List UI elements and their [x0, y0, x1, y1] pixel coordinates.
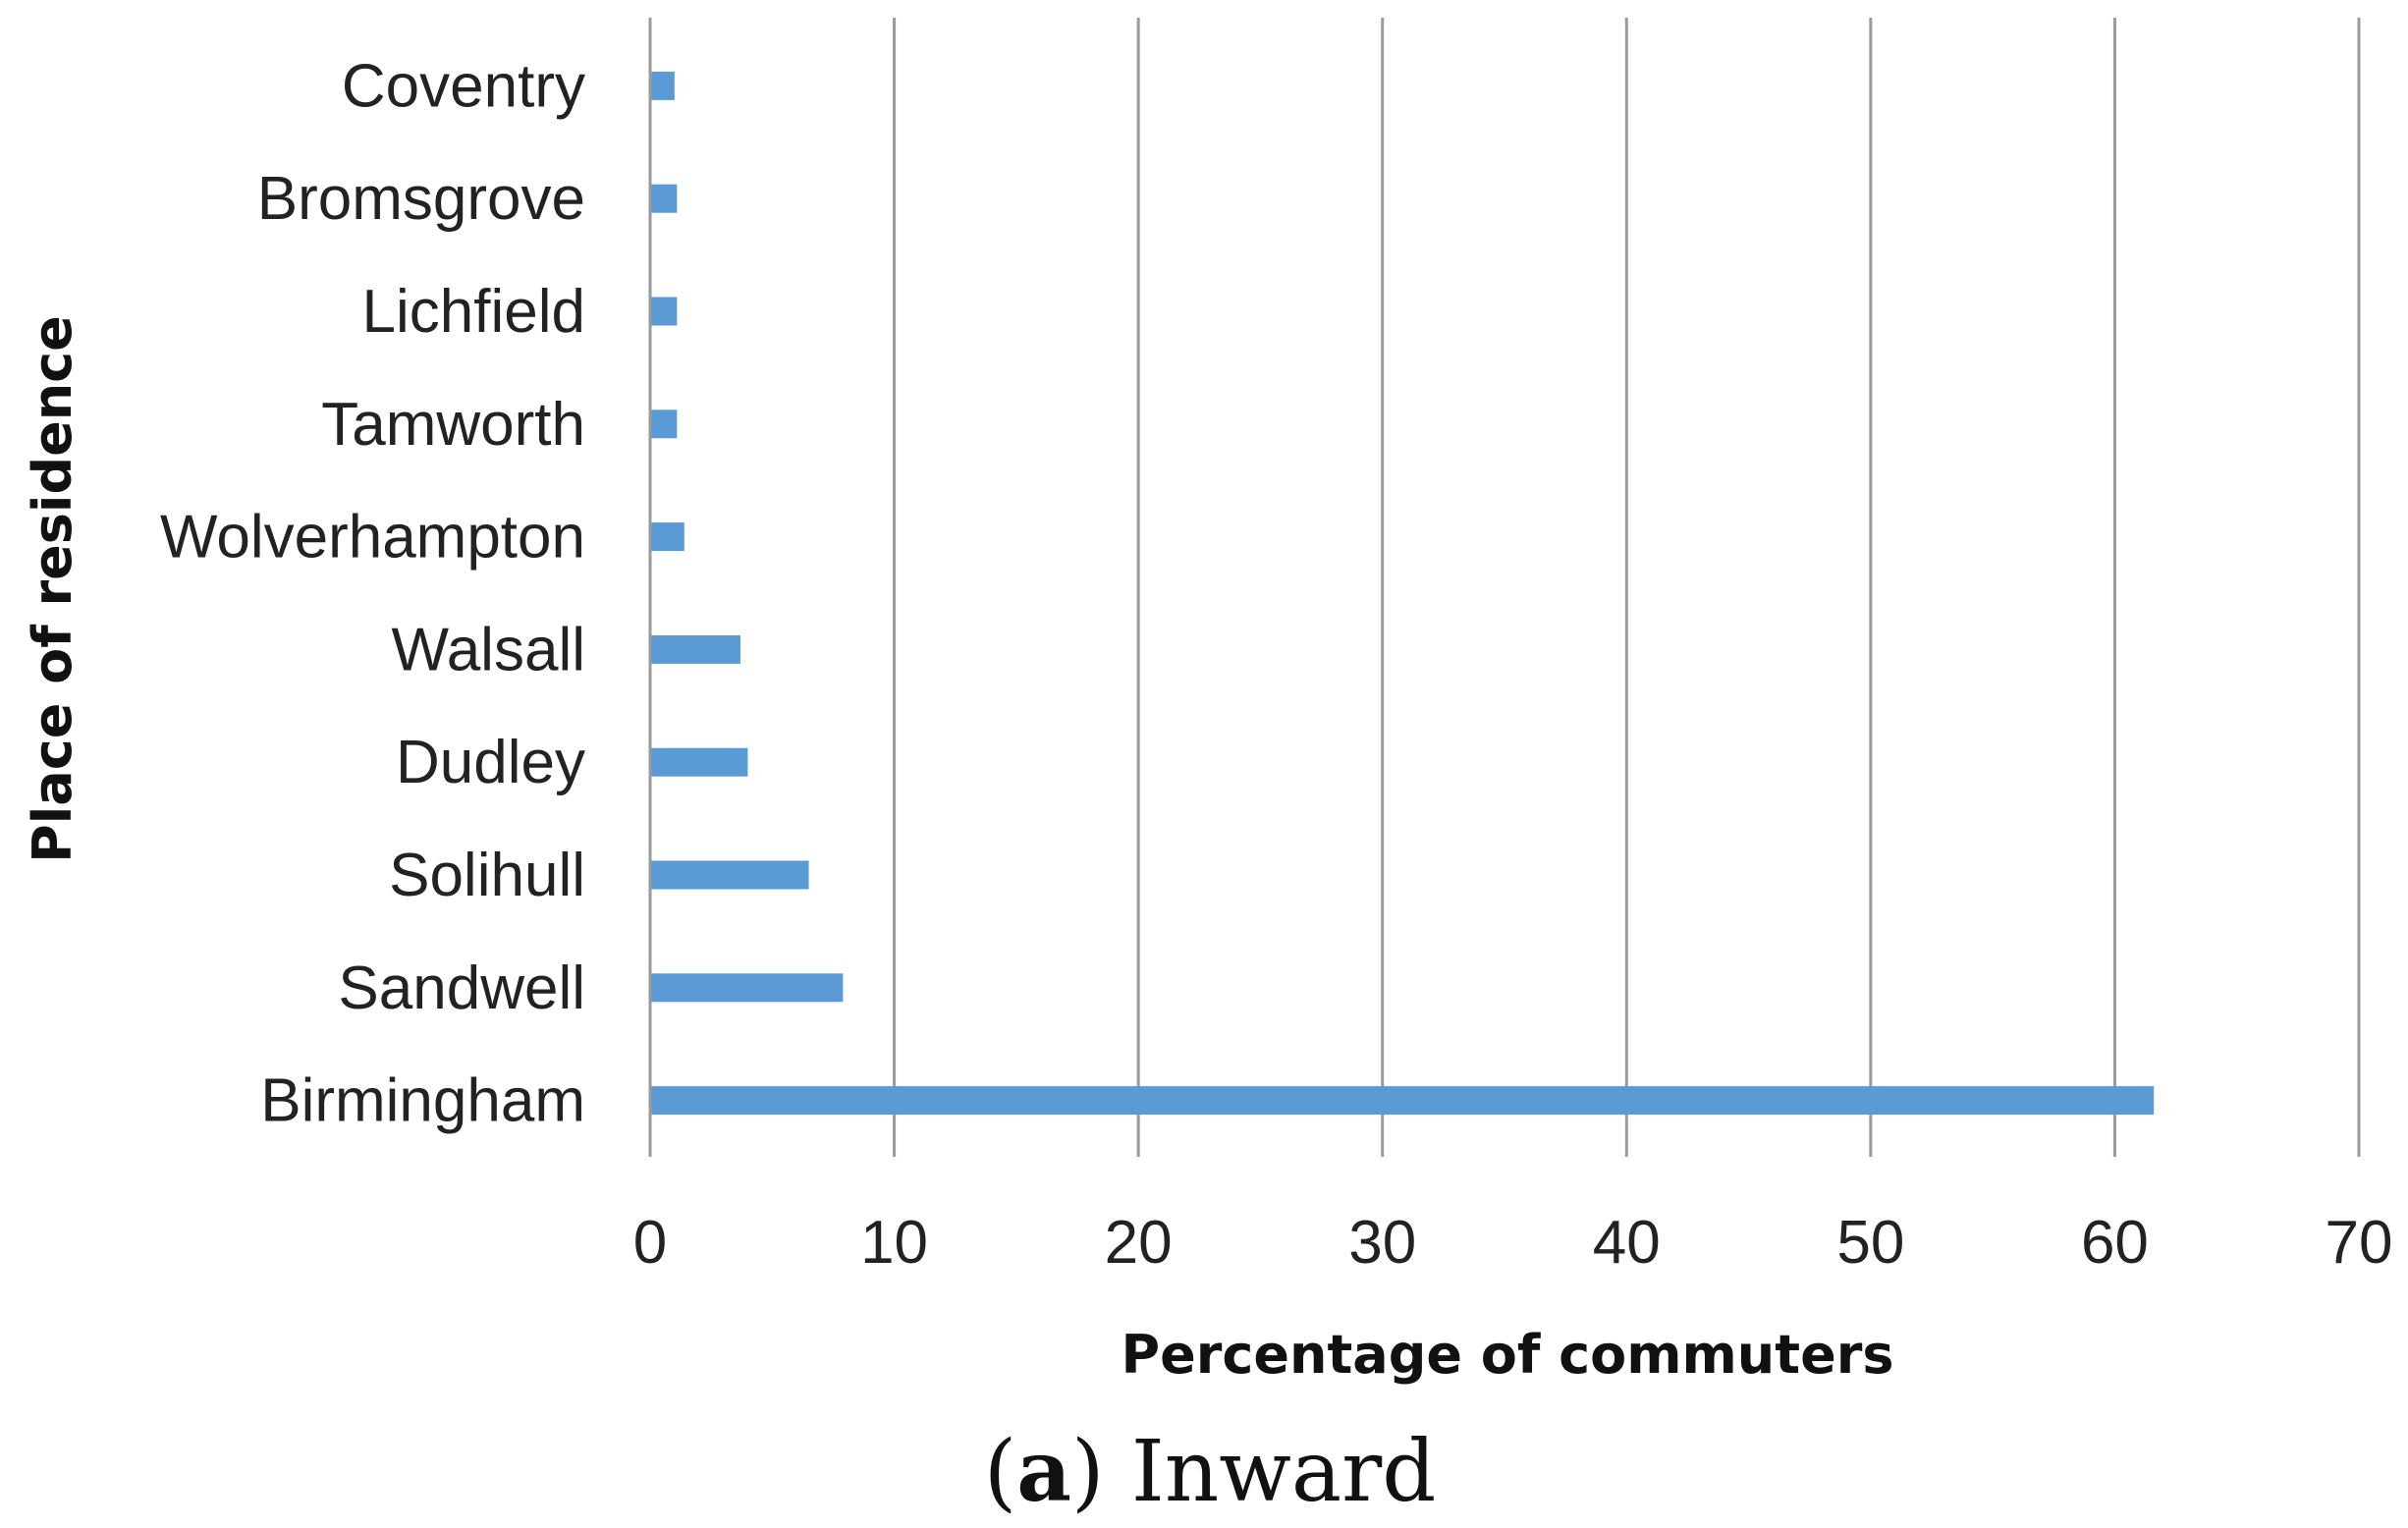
category-label: Sandwell: [338, 955, 585, 1022]
bar: [650, 522, 684, 552]
category-label: Dudley: [396, 729, 585, 796]
bars: [650, 71, 2155, 1116]
tick-labels: 0 10 20 30 40 50 60 70: [633, 1209, 2393, 1277]
category-label: Tamworth: [321, 391, 585, 459]
category-label: Birmingham: [260, 1067, 585, 1135]
x-tick-label: 50: [1836, 1209, 1904, 1277]
bar: [650, 973, 844, 1003]
figure-caption: (a) Inward: [984, 1422, 1437, 1521]
x-tick-label: 0: [633, 1209, 667, 1277]
caption-open-paren: (: [984, 1423, 1017, 1521]
x-tick-label: 20: [1105, 1209, 1173, 1277]
bar: [650, 184, 678, 213]
category-labels: Birmingham Sandwell Solihull Dudley Walsall W…: [160, 52, 585, 1134]
gridlines: [893, 18, 2361, 1157]
bar: [650, 297, 678, 326]
caption-letter: a: [1016, 1422, 1071, 1521]
category-label: Solihull: [389, 842, 585, 909]
x-tick-label: 40: [1593, 1209, 1661, 1277]
x-tick-label: 30: [1348, 1209, 1416, 1277]
category-label: Wolverhampton: [160, 504, 585, 572]
bar: [650, 1086, 2155, 1116]
category-label: Lichfield: [362, 278, 585, 346]
category-label: Walsall: [391, 616, 585, 683]
bar: [650, 71, 675, 100]
x-tick-label: 70: [2326, 1209, 2393, 1277]
bar: [650, 409, 678, 439]
x-tick-label: 60: [2081, 1209, 2149, 1277]
category-label: Coventry: [342, 52, 585, 120]
x-tick-label: 10: [860, 1209, 928, 1277]
category-label: Bromsgrove: [257, 165, 585, 233]
x-axis-title: Percentage of commuters: [1122, 1324, 1894, 1386]
caption-close-paren: ): [1071, 1423, 1105, 1521]
bar: [650, 634, 740, 664]
y-axis-title: Place of residence: [22, 315, 83, 863]
caption-text: Inward: [1105, 1423, 1437, 1521]
bar: [650, 747, 748, 777]
bar: [650, 860, 809, 890]
